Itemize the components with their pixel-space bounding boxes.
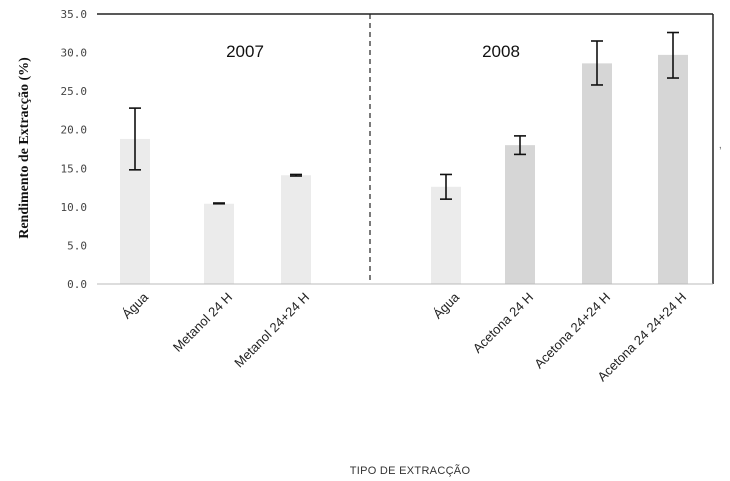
- y-tick-label: 30.0: [61, 47, 88, 60]
- y-tick-label: 5.0: [67, 239, 87, 252]
- bar: [582, 63, 612, 284]
- error-bar: [213, 202, 225, 205]
- plot-frame: [97, 13, 714, 285]
- period-labels: 2007 2008: [226, 42, 520, 61]
- period-label-2008: 2008: [482, 42, 520, 61]
- x-axis-title: TIPO DE EXTRACÇÃO: [350, 464, 471, 477]
- bar: [204, 203, 234, 284]
- x-tick-label: Água: [119, 289, 152, 322]
- y-tick-label: 35.0: [61, 8, 88, 21]
- bar: [281, 175, 311, 284]
- error-bars: [129, 31, 679, 205]
- period-label-2007: 2007: [226, 42, 264, 61]
- x-tick-label: Metanol 24 H: [170, 290, 235, 355]
- error-bar: [514, 135, 526, 156]
- error-bar: [129, 107, 141, 171]
- bar: [505, 145, 535, 284]
- y-tick-label: 25.0: [61, 85, 88, 98]
- error-bar: [667, 31, 679, 79]
- error-bar: [290, 173, 302, 177]
- y-tick-label: 20.0: [61, 124, 88, 137]
- x-tick-label: Acetona 24 H: [470, 290, 536, 356]
- x-tick-label: Água: [430, 289, 463, 322]
- y-tick-label: 0.0: [67, 278, 87, 291]
- x-tick-label: Acetona 24+24 H: [531, 290, 613, 372]
- bar: [658, 54, 688, 285]
- y-tick-label: 10.0: [61, 201, 88, 214]
- y-axis-title: Rendimento de Extracção (%): [17, 57, 32, 239]
- error-bar: [591, 40, 603, 86]
- y-tick-label: 15.0: [61, 162, 88, 175]
- bar: [431, 186, 461, 284]
- error-bar: [440, 173, 452, 200]
- side-mark: ‚: [719, 137, 722, 151]
- y-axis: 0.0 5.0 10.0 15.0 20.0 25.0 30.0 35.0: [61, 8, 88, 291]
- bars: [120, 54, 688, 285]
- x-tick-label: Metanol 24+24 H: [231, 290, 312, 371]
